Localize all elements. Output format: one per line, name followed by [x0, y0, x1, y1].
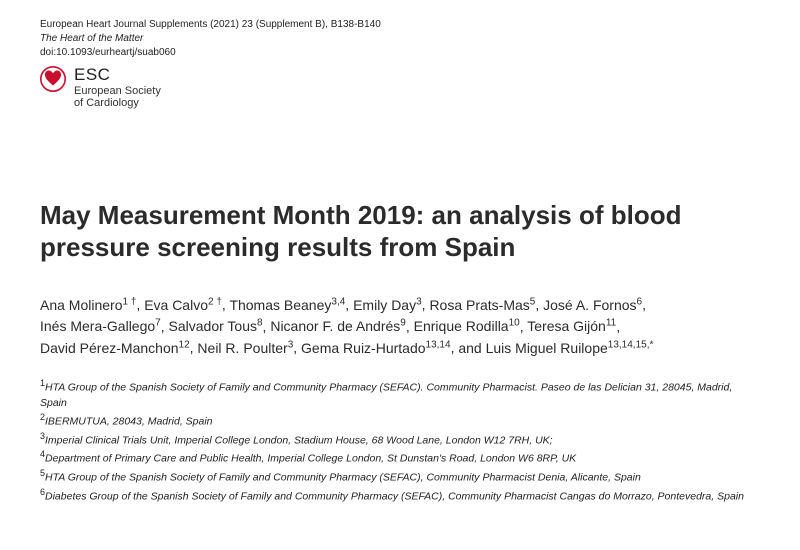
- author: Nicanor F. de Andrés9: [270, 318, 406, 334]
- affiliation-num: 5: [40, 468, 45, 478]
- affiliation-num: 6: [40, 487, 45, 497]
- author: and Luis Miguel Ruilope13,14,15,*: [458, 340, 653, 356]
- affiliation-num: 3: [40, 431, 45, 441]
- author: Enrique Rodilla10: [414, 318, 520, 334]
- affiliation-num: 1: [40, 378, 45, 388]
- heart-icon: [40, 66, 66, 92]
- affiliation-list: 1HTA Group of the Spanish Society of Fam…: [40, 377, 760, 505]
- author: Gema Ruiz-Hurtado13,14: [301, 340, 451, 356]
- author-sup: 12: [179, 339, 190, 350]
- author-sup: 6: [637, 296, 643, 307]
- author: Salvador Tous8: [169, 318, 263, 334]
- author-sup: 2 †: [208, 296, 222, 307]
- author-sup: 13,14,15,*: [608, 339, 654, 350]
- affiliation: 5HTA Group of the Spanish Society of Fam…: [40, 467, 760, 486]
- affiliation: 3Imperial Clinical Trials Unit, Imperial…: [40, 430, 760, 449]
- author-sup: 13,14: [426, 339, 451, 350]
- author-sup: 9: [400, 318, 406, 329]
- esc-logo-text: ESC European Society of Cardiology: [74, 66, 161, 109]
- author: Rosa Prats-Mas5: [429, 297, 535, 313]
- author-sup: 5: [530, 296, 536, 307]
- esc-full-line2: of Cardiology: [74, 97, 161, 109]
- author: Inés Mera-Gallego7: [40, 318, 161, 334]
- author-sup: 1 †: [123, 296, 137, 307]
- journal-motto: The Heart of the Matter: [40, 32, 760, 46]
- author: Thomas Beaney3,4: [229, 297, 345, 313]
- journal-meta: European Heart Journal Supplements (2021…: [40, 18, 760, 60]
- esc-logo-block: ESC European Society of Cardiology: [40, 66, 760, 109]
- author-list: Ana Molinero1 †, Eva Calvo2 †, Thomas Be…: [40, 294, 760, 359]
- affiliation: 2IBERMUTUA, 28043, Madrid, Spain: [40, 411, 760, 430]
- author: Eva Calvo2 †: [144, 297, 222, 313]
- author-sup: 7: [155, 318, 161, 329]
- author: Teresa Gijón11: [527, 318, 616, 334]
- author: José A. Fornos6: [543, 297, 642, 313]
- author: Ana Molinero1 †: [40, 297, 136, 313]
- author-sup: 8: [257, 318, 263, 329]
- affiliation-num: 2: [40, 412, 45, 422]
- article-title: May Measurement Month 2019: an analysis …: [40, 199, 760, 264]
- author-sup: 3: [416, 296, 422, 307]
- affiliation: 1HTA Group of the Spanish Society of Fam…: [40, 377, 760, 411]
- journal-line: European Heart Journal Supplements (2021…: [40, 18, 760, 32]
- author: Neil R. Poulter3: [197, 340, 293, 356]
- author-sup: 10: [509, 318, 520, 329]
- affiliation-num: 4: [40, 449, 45, 459]
- affiliation: 6Diabetes Group of the Spanish Society o…: [40, 486, 760, 505]
- esc-full-line1: European Society: [74, 85, 161, 97]
- esc-abbrev: ESC: [74, 66, 161, 85]
- author: Emily Day3: [353, 297, 422, 313]
- affiliation: 4Department of Primary Care and Public H…: [40, 448, 760, 467]
- author-sup: 11: [606, 318, 616, 329]
- doi-line: doi:10.1093/eurheartj/suab060: [40, 46, 760, 60]
- author-sup: 3: [288, 339, 294, 350]
- author: David Pérez-Manchon12: [40, 340, 190, 356]
- author-sup: 3,4: [331, 296, 345, 307]
